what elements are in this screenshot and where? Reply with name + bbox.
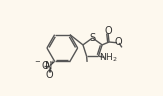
Text: NH$_2$: NH$_2$ — [99, 52, 118, 64]
Text: $^-$O: $^-$O — [33, 59, 51, 71]
Text: O: O — [104, 26, 112, 36]
Text: S: S — [89, 33, 96, 43]
Text: $^+$: $^+$ — [48, 59, 55, 68]
Text: N: N — [45, 61, 53, 71]
Text: O: O — [115, 37, 122, 48]
Text: O: O — [45, 70, 53, 80]
